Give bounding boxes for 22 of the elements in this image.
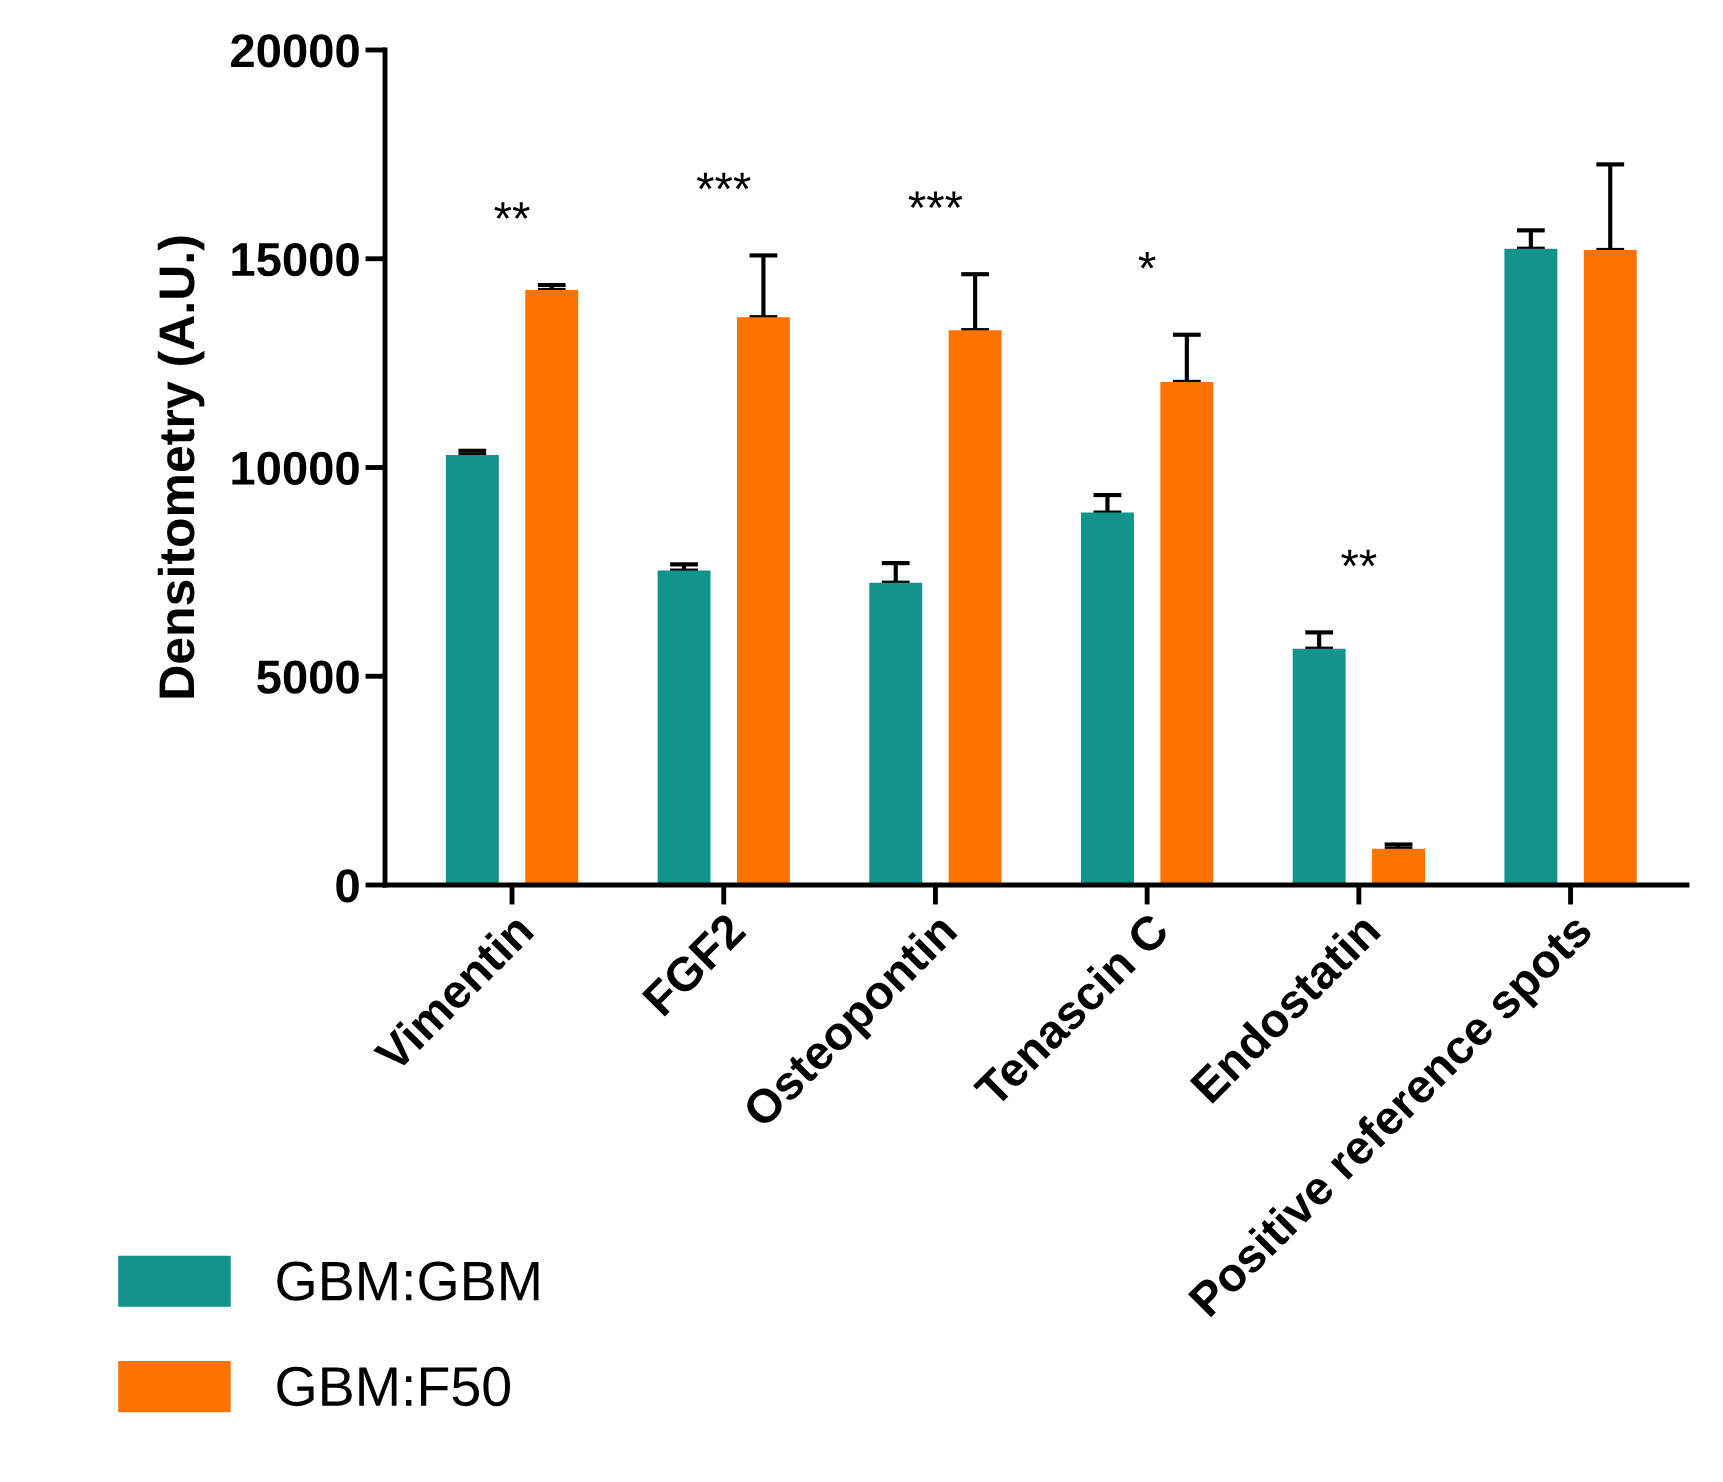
y-tick-label: 10000 — [232, 451, 359, 486]
bar — [657, 570, 711, 885]
y-tick-label: 15000 — [232, 242, 359, 277]
bar — [1504, 248, 1558, 885]
bar — [1583, 249, 1637, 885]
y-tick-label: 0 — [336, 869, 359, 903]
legend-label: GBM:F50 — [277, 1366, 511, 1407]
annotation: ** — [494, 202, 530, 219]
y-tick-label: 5000 — [257, 660, 359, 694]
y-axis-title: Densitometry (A.U.) — [157, 236, 205, 698]
bar — [869, 582, 923, 885]
annotation: *** — [696, 172, 751, 190]
bar — [1160, 381, 1214, 885]
bar — [948, 330, 1002, 885]
legend-label: GBM:GBM — [277, 1261, 539, 1301]
annotation: ** — [1341, 549, 1377, 567]
bar — [1292, 648, 1346, 885]
annotation: *** — [908, 191, 963, 208]
annotation: * — [1138, 251, 1156, 269]
bar — [736, 317, 790, 885]
y-tick-label: 20000 — [231, 34, 359, 68]
bar — [1080, 512, 1134, 885]
